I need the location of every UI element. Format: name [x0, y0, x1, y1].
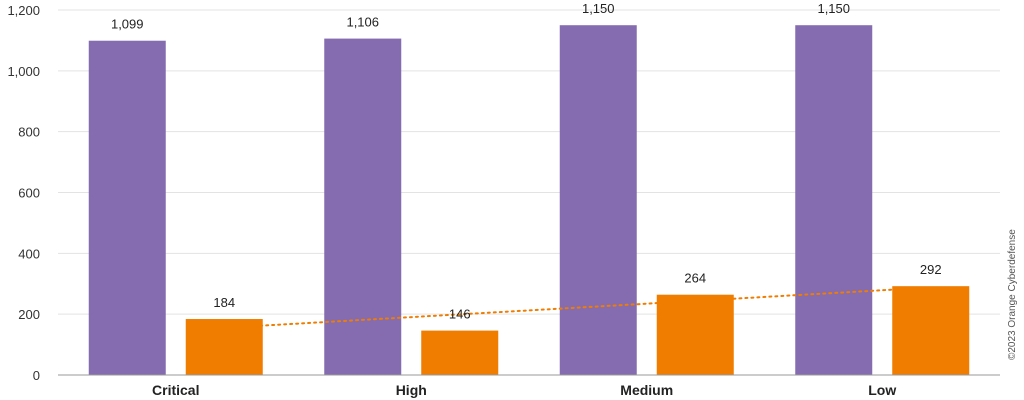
data-labels: 1,099 184 1,106 146 1,150 264 1,150 292	[111, 1, 942, 321]
bar-series-1-low	[795, 25, 873, 375]
y-tick-label: 1,200	[7, 3, 40, 18]
bar-series-1-medium	[559, 25, 637, 375]
y-tick-label: 1,000	[7, 64, 40, 79]
bars	[88, 25, 970, 376]
bar-series-2-low	[892, 286, 970, 375]
data-label: 146	[449, 307, 471, 322]
x-tick-label: Medium	[620, 382, 673, 398]
bar-series-1-high	[324, 38, 402, 375]
bar-series-1-critical	[88, 40, 166, 376]
y-tick-label: 200	[18, 307, 40, 322]
y-tick-label: 600	[18, 186, 40, 201]
bar-series-2-high	[421, 330, 499, 375]
y-tick-label: 800	[18, 125, 40, 140]
x-axis-labels: Critical High Medium Low	[152, 382, 896, 398]
x-tick-label: High	[396, 382, 427, 398]
data-label: 1,106	[346, 15, 379, 30]
data-label: 264	[684, 271, 706, 286]
copyright-text: ©2023 Orange Cyberdefense	[1007, 229, 1018, 360]
x-tick-label: Low	[868, 382, 896, 398]
y-axis-ticks: 0 200 400 600 800 1,000 1,200	[7, 3, 40, 383]
data-label: 1,150	[582, 1, 615, 16]
data-label: 1,150	[817, 1, 850, 16]
y-tick-label: 400	[18, 246, 40, 261]
trendline-layer	[223, 286, 932, 329]
data-label: 292	[920, 262, 942, 277]
data-label: 184	[213, 295, 235, 310]
data-label: 1,099	[111, 17, 144, 32]
bar-series-2-medium	[656, 294, 734, 375]
trendline	[223, 286, 932, 329]
y-tick-label: 0	[33, 368, 40, 383]
x-tick-label: Critical	[152, 382, 199, 398]
